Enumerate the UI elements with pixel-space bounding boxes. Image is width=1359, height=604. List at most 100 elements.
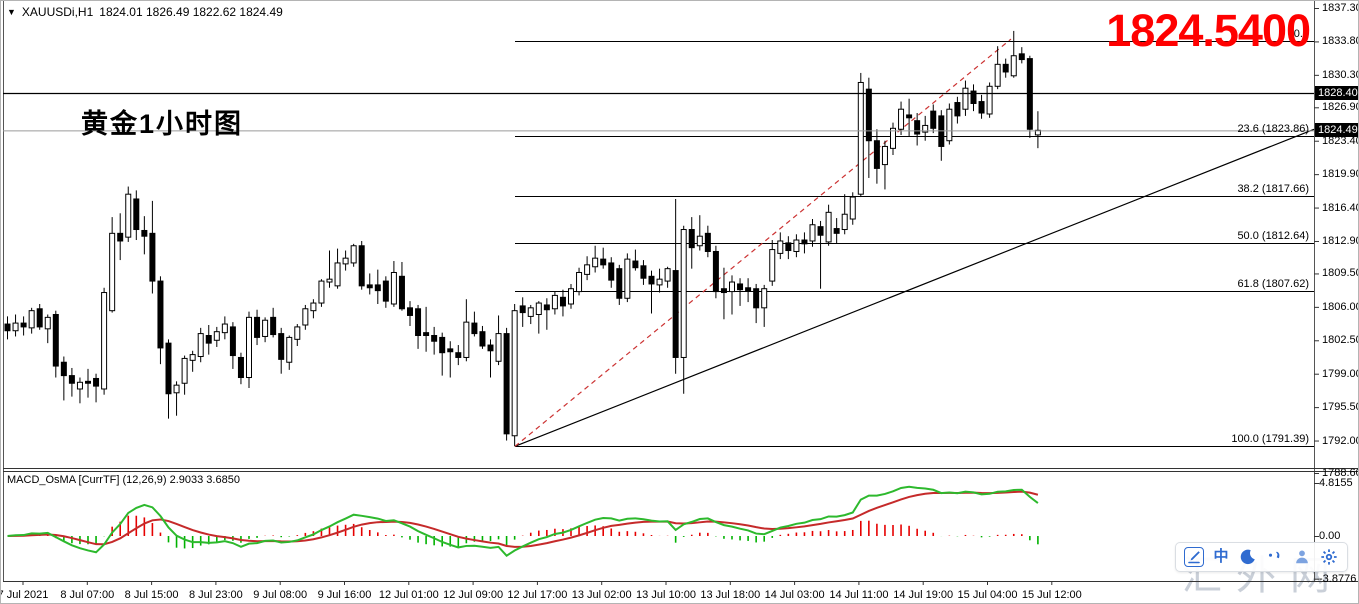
candle-body bbox=[149, 232, 156, 282]
candle-body bbox=[994, 63, 1001, 87]
candle-body bbox=[656, 278, 663, 286]
candle-body bbox=[632, 260, 639, 269]
candle-body bbox=[366, 284, 373, 289]
user-profile-icon[interactable] bbox=[1292, 547, 1312, 567]
price-axis-label: 1833.80 bbox=[1322, 35, 1359, 48]
time-axis-label: 14 Jul 11:00 bbox=[829, 589, 889, 601]
candle-body bbox=[978, 101, 985, 114]
candle-body bbox=[310, 302, 317, 312]
candle-body bbox=[801, 239, 808, 245]
candle-body bbox=[487, 344, 494, 352]
candle-body bbox=[1002, 63, 1009, 73]
candle-body bbox=[849, 196, 856, 220]
price-axis-label: 1819.90 bbox=[1322, 168, 1359, 181]
candle-body bbox=[374, 284, 381, 292]
big-price-quote: 1824.5400 bbox=[1106, 5, 1311, 56]
price-axis-label: 1806.00 bbox=[1322, 300, 1359, 313]
candle-body bbox=[390, 271, 397, 305]
candle-body bbox=[1018, 53, 1025, 61]
candle-body bbox=[60, 361, 67, 377]
candle-body bbox=[326, 278, 333, 283]
candle-body bbox=[262, 319, 269, 337]
price-axis-label: 1795.50 bbox=[1322, 401, 1359, 414]
candle-body bbox=[592, 257, 599, 268]
candle-body bbox=[318, 280, 325, 304]
candle-body bbox=[221, 323, 228, 334]
symbol-dropdown-icon[interactable]: ▼ bbox=[7, 7, 16, 17]
candle-body bbox=[745, 287, 752, 292]
price-axis-label: 1799.00 bbox=[1322, 367, 1359, 380]
moon-icon[interactable] bbox=[1238, 547, 1258, 567]
candle-body bbox=[270, 316, 277, 336]
candle-body bbox=[551, 294, 558, 310]
settings-gear-icon[interactable] bbox=[1319, 547, 1339, 567]
candle-body bbox=[479, 331, 486, 347]
time-axis-label: 13 Jul 18:00 bbox=[700, 589, 761, 601]
macd-main-line bbox=[7, 485, 1039, 558]
candle-body bbox=[205, 335, 212, 344]
candle-body bbox=[44, 316, 51, 330]
candle-body bbox=[455, 352, 462, 358]
time-axis-label: 15 Jul 12:00 bbox=[1021, 589, 1082, 601]
time-axis-label: 13 Jul 10:00 bbox=[636, 589, 696, 601]
candle-body bbox=[720, 288, 727, 294]
price-axis-label: 1788.60 bbox=[1322, 467, 1359, 479]
handwriting-pen-icon[interactable] bbox=[1184, 547, 1204, 567]
candle-body bbox=[294, 326, 301, 340]
price-axis-label: 1830.30 bbox=[1322, 68, 1359, 81]
candle-body bbox=[584, 264, 591, 275]
chinese-mode-icon[interactable]: 中 bbox=[1213, 548, 1229, 565]
time-axis-label: 13 Jul 02:00 bbox=[571, 589, 632, 601]
price-axis-label: 1837.30 bbox=[1322, 2, 1359, 14]
fib-level-label: 50.0 (1812.64) bbox=[1237, 230, 1309, 243]
candle-body bbox=[664, 268, 671, 282]
candle-body bbox=[415, 308, 422, 337]
candle-body bbox=[729, 281, 735, 293]
candle-body bbox=[141, 229, 148, 237]
price-axis-label: 1812.90 bbox=[1322, 234, 1359, 247]
candle-body bbox=[407, 307, 413, 316]
macd-axis-label: -3.8776 bbox=[1319, 572, 1357, 585]
candle-body bbox=[237, 356, 244, 379]
candle-body bbox=[4, 323, 11, 332]
candle-body bbox=[785, 242, 792, 252]
candle-body bbox=[471, 322, 478, 335]
candle-body bbox=[511, 310, 518, 437]
candle-body bbox=[817, 226, 824, 236]
candle-body bbox=[761, 288, 768, 309]
candle-body bbox=[608, 262, 615, 281]
candle-body bbox=[527, 307, 534, 317]
macd-axis-label: 4.8155 bbox=[1319, 477, 1353, 489]
macd-indicator-label: MACD_OsMA [CurrTF] (12,26,9) 2.9033 3.68… bbox=[7, 474, 240, 486]
candle-body bbox=[841, 213, 848, 231]
candle-body bbox=[431, 335, 438, 342]
candle-body bbox=[125, 193, 132, 238]
candle-body bbox=[189, 354, 196, 361]
candle-body bbox=[350, 245, 357, 264]
time-axis-label: 12 Jul 01:00 bbox=[378, 589, 439, 601]
candle-body bbox=[962, 87, 969, 110]
candle-body bbox=[753, 288, 760, 309]
candle-body bbox=[85, 380, 91, 384]
candle-body bbox=[342, 257, 349, 265]
candle-body bbox=[358, 245, 365, 287]
candle-body bbox=[946, 108, 953, 142]
price-marker-box: 1824.49 bbox=[1315, 123, 1358, 138]
punctuation-mode-icon[interactable] bbox=[1265, 547, 1285, 567]
fib-level-label: 23.6 (1823.86) bbox=[1237, 123, 1309, 136]
candle-body bbox=[906, 114, 913, 119]
candle-body bbox=[881, 145, 888, 166]
ime-toolbar: 中 bbox=[1175, 542, 1348, 572]
price-axis-label: 1792.00 bbox=[1322, 434, 1359, 447]
candle-body bbox=[809, 224, 816, 242]
candle-body bbox=[696, 235, 703, 247]
candle-body bbox=[535, 302, 542, 315]
price-marker-box: 1828.40 bbox=[1315, 85, 1358, 100]
time-axis-label: 8 Jul 23:00 bbox=[188, 589, 243, 601]
candle-body bbox=[648, 275, 655, 285]
price-axis-label: 1802.50 bbox=[1322, 334, 1359, 347]
candle-body bbox=[704, 232, 711, 252]
symbol-timeframe-label: XAUUSDi,H1 bbox=[21, 5, 94, 19]
